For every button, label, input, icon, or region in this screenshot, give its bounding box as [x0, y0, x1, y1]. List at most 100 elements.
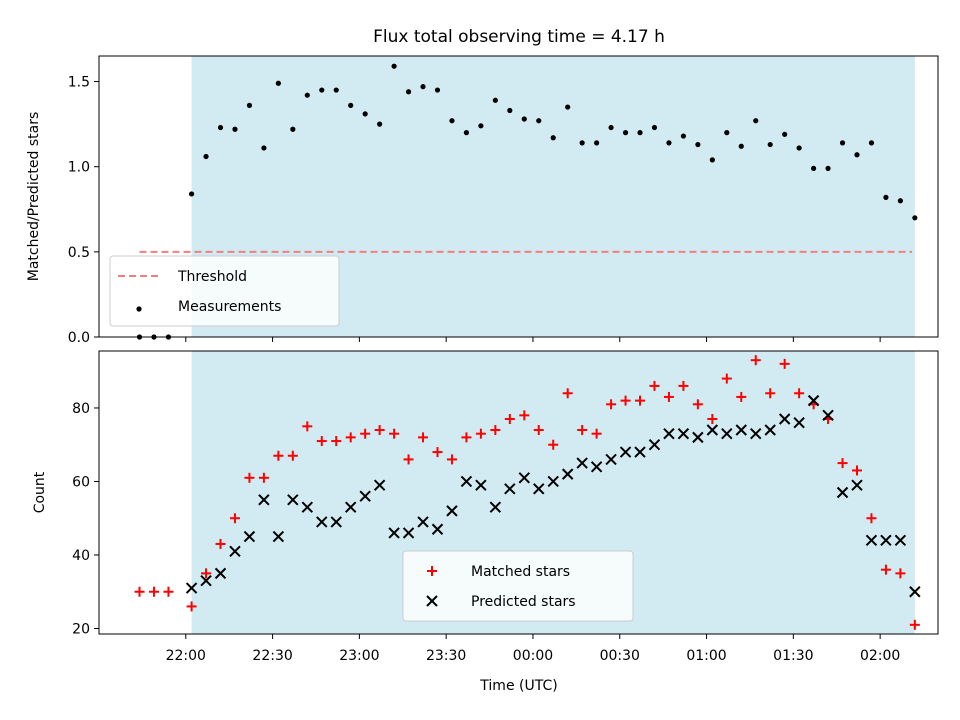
predicted-stars-point: [677, 427, 690, 440]
x-tick-label: 02:00: [860, 648, 900, 664]
predicted-stars-point: [605, 453, 617, 466]
predicted-stars-point: [663, 427, 675, 440]
measurement-point: [362, 111, 368, 117]
predicted-stars-point: [634, 446, 646, 458]
x-axis-label: Time (UTC): [479, 678, 557, 694]
matched-stars-point: [418, 432, 429, 443]
predicted-stars-point: [807, 394, 820, 407]
measurement-point: [405, 89, 412, 95]
legend-measurement-swatch: [136, 306, 142, 312]
predicted-stars-point-b: [316, 516, 328, 528]
measurement-point: [420, 84, 426, 90]
predicted-stars-point: [750, 427, 762, 440]
matched-stars-point: [374, 425, 385, 436]
measurement-point: [478, 123, 484, 129]
predicted-stars-point: [692, 431, 704, 444]
predicted-stars-point-b: [446, 505, 458, 517]
predicted-stars-point-b: [388, 527, 400, 539]
predicted-stars-point-b: [504, 483, 516, 495]
matched-stars-point: [331, 436, 342, 447]
matched-stars-point: [461, 432, 472, 443]
measurement-point: [810, 165, 817, 171]
matched-stars-point: [880, 564, 891, 575]
matched-stars-point: [635, 395, 646, 406]
predicted-stars-point-b: [359, 490, 371, 502]
measurement-point: [536, 118, 542, 124]
predicted-stars-point-b: [692, 431, 704, 444]
measurement-point: [449, 118, 455, 124]
measurement-point: [434, 87, 441, 93]
predicted-stars-point: [880, 534, 892, 546]
predicted-stars-point: [402, 527, 415, 539]
matched-stars-point: [134, 586, 145, 597]
matched-stars-point: [316, 436, 327, 447]
predicted-stars-point-b: [793, 416, 805, 429]
predicted-stars-point: [185, 582, 198, 594]
predicted-stars-point-b: [272, 530, 285, 543]
predicted-stars-point: [359, 490, 371, 502]
predicted-stars-point: [330, 516, 342, 528]
predicted-stars-point-b: [547, 475, 559, 488]
legend-predicted-swatch-b: [426, 595, 438, 607]
predicted-stars-point: [576, 457, 588, 469]
predicted-stars-point-b: [214, 567, 227, 580]
predicted-stars-point-b: [561, 468, 574, 480]
predicted-stars-point: [287, 494, 299, 506]
measurement-point: [897, 198, 903, 204]
legend-label: Matched stars: [471, 564, 570, 580]
matched-stars-point: [302, 421, 313, 432]
predicted-stars-point-b: [330, 516, 342, 528]
x-tick-label: 01:00: [686, 648, 726, 664]
y-tick-label: 20: [72, 621, 90, 637]
measurement-point: [188, 191, 195, 197]
predicted-stars-point-b: [605, 453, 617, 466]
matched-stars-point: [287, 450, 298, 461]
predicted-stars-point-b: [460, 475, 473, 488]
x-tick-label: 23:00: [339, 648, 379, 664]
ratio-panel: 0.0 0.5 1.0 1.5 Matched/Predicted stars Thres…: [26, 55, 939, 346]
predicted-stars-point: [590, 461, 603, 473]
y-axis-label: Matched/Predicted stars: [26, 112, 42, 282]
matched-stars-point: [562, 388, 573, 399]
matched-stars-point: [548, 439, 559, 450]
measurement-point: [304, 92, 310, 98]
predicted-stars-point-b: [229, 545, 241, 558]
matched-stars-point: [707, 413, 718, 424]
measurement-point: [275, 80, 281, 86]
predicted-stars-point: [764, 424, 776, 436]
legend: Matched stars Predicted stars: [402, 550, 634, 622]
x-tick-label: 00:00: [513, 648, 553, 664]
matched-stars-point: [201, 568, 212, 579]
predicted-stars-point-b: [576, 457, 588, 469]
predicted-stars-point-b: [489, 501, 502, 513]
matched-stars-point: [895, 568, 906, 579]
predicted-stars-point-b: [663, 427, 675, 440]
matched-stars-point: [533, 425, 544, 436]
matched-stars-point: [750, 355, 761, 366]
predicted-stars-point-b: [475, 479, 487, 491]
matched-stars-point: [389, 428, 400, 439]
predicted-stars-point: [865, 534, 878, 546]
measurement-point: [651, 124, 658, 131]
plot-frame: [98, 350, 939, 635]
measurement-point: [391, 63, 397, 69]
measurement-point: [854, 152, 860, 158]
measurement-point: [333, 87, 339, 93]
measurement-point: [868, 140, 875, 146]
predicted-stars-point: [619, 446, 632, 458]
matched-stars-point: [148, 586, 159, 597]
predicted-stars-point: [518, 472, 530, 484]
measurement-point: [709, 157, 715, 163]
matched-stars-point: [186, 601, 197, 612]
matched-stars-point: [678, 380, 689, 391]
matched-stars-point: [794, 388, 805, 399]
y-axis-label: Count: [32, 471, 48, 513]
predicted-stars-point: [316, 516, 328, 528]
predicted-stars-point: [475, 479, 487, 491]
chart-title: Flux total observing time = 4.17 h: [373, 27, 665, 47]
matched-stars-point: [519, 410, 530, 421]
matched-stars-point: [606, 399, 617, 410]
predicted-stars-point: [344, 501, 357, 513]
predicted-stars-point: [214, 567, 227, 580]
predicted-stars-point-b: [258, 494, 270, 506]
